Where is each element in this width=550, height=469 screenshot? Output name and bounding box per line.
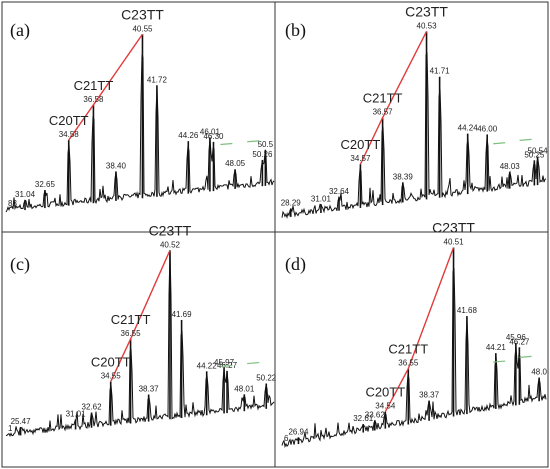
- rt-label: 46.27: [509, 337, 530, 346]
- compound-label-c20tt: C20TT: [341, 137, 381, 152]
- compound-label-c21tt: C21TT: [363, 91, 403, 106]
- rt-label: 31.04: [15, 190, 36, 199]
- rt-label: 34.54: [375, 402, 396, 411]
- baseline-marker: [247, 140, 260, 143]
- baseline-marker: [220, 364, 233, 368]
- rt-label: 41.68: [457, 306, 478, 315]
- chromatogram-trace: [281, 52, 547, 219]
- rt-label: 26.94: [288, 427, 309, 436]
- baseline-marker: [220, 142, 233, 146]
- rt-label: 38.37: [139, 385, 160, 394]
- rt-label: 50.22: [256, 373, 277, 382]
- rt-label: 32.62: [82, 403, 103, 412]
- rt-label: 32.65: [35, 180, 56, 189]
- rt-label: 33.62: [365, 410, 386, 419]
- panel-label: (d): [285, 254, 306, 275]
- tt-trend-line: [110, 249, 171, 383]
- rt-label: 44.24: [458, 124, 479, 133]
- rt-label: 44.26: [178, 131, 199, 140]
- panel-label: (b): [285, 20, 306, 41]
- compound-label-c23tt: C23TT: [432, 219, 475, 235]
- rt-label: 34.57: [350, 154, 371, 163]
- rt-label: 40.53: [417, 21, 438, 30]
- rt-label: 50.25: [524, 150, 545, 159]
- compound-label-c20tt: C20TT: [91, 355, 131, 370]
- rt-label: 46.01: [200, 127, 221, 136]
- rt-label: 45.97: [214, 358, 235, 367]
- rt-label: 48.05: [225, 159, 246, 168]
- compound-label-c21tt: C21TT: [111, 312, 151, 327]
- rt-label: 41.72: [147, 75, 168, 84]
- rt-label: 48.01: [234, 384, 255, 393]
- baseline-marker: [493, 360, 506, 363]
- baseline-marker: [519, 138, 532, 141]
- rt-label: 40.51: [444, 237, 465, 246]
- rt-label: 40.55: [132, 24, 153, 33]
- compound-label-c21tt: C21TT: [74, 78, 114, 93]
- baseline-marker: [493, 142, 506, 145]
- chromatogram-trace: [281, 267, 547, 449]
- rt-label: 48.0: [531, 368, 547, 377]
- rt-label: 38.39: [393, 172, 414, 181]
- rt-label: 41.71: [430, 67, 451, 76]
- compound-label-c21tt: C21TT: [388, 342, 428, 357]
- rt-label: 45.96: [506, 333, 527, 342]
- baseline-marker: [519, 355, 532, 358]
- rt-label: 6: [284, 434, 289, 443]
- rt-label: 46.30: [203, 132, 224, 141]
- rt-label: 40.52: [160, 240, 181, 249]
- tt-trend-line: [68, 33, 144, 141]
- rt-label: 32.64: [329, 187, 350, 196]
- tt-trend-line: [384, 247, 455, 413]
- rt-label: 50.26: [252, 150, 273, 159]
- rt-label: 48.03: [500, 162, 521, 171]
- compound-label-c20tt: C20TT: [49, 113, 89, 128]
- baseline-marker: [247, 361, 260, 365]
- rt-label: 36.58: [83, 95, 104, 104]
- rt-label: 41.69: [172, 310, 193, 319]
- rt-label: 83: [8, 199, 17, 208]
- rt-label: 31.01: [311, 195, 332, 204]
- chromatogram-trace: [5, 251, 275, 438]
- chromatogram-trace: [5, 54, 275, 213]
- rt-label: 50.5: [258, 140, 274, 149]
- panel-label: (c): [10, 254, 30, 275]
- rt-label: 28.29: [281, 198, 302, 207]
- rt-label: 36.57: [373, 108, 394, 117]
- rt-label: 32.61: [353, 414, 374, 423]
- tt-trend-line: [359, 31, 428, 165]
- panel-frame: [274, 231, 549, 468]
- rt-label: 34.58: [59, 130, 80, 139]
- compound-label-c20tt: C20TT: [365, 385, 405, 400]
- rt-label: 34.55: [101, 372, 122, 381]
- rt-label: 38.37: [419, 391, 440, 400]
- compound-label-c23tt: C23TT: [121, 6, 164, 22]
- compound-label-c23tt: C23TT: [405, 3, 448, 19]
- rt-label: 1: [8, 424, 13, 433]
- panel-label: (a): [10, 20, 30, 41]
- rt-label: 36.55: [398, 359, 419, 368]
- compound-label-c23tt: C23TT: [149, 222, 192, 238]
- rt-label: 46.00: [477, 124, 498, 133]
- rt-label: 36.55: [121, 329, 142, 338]
- rt-label: 25.47: [11, 417, 32, 426]
- rt-label: 38.40: [106, 161, 127, 170]
- rt-label: 44.22: [197, 361, 218, 370]
- rt-label: 31.01: [66, 409, 87, 418]
- rt-label: 44.21: [486, 343, 507, 352]
- rt-label: 50.54: [528, 147, 549, 156]
